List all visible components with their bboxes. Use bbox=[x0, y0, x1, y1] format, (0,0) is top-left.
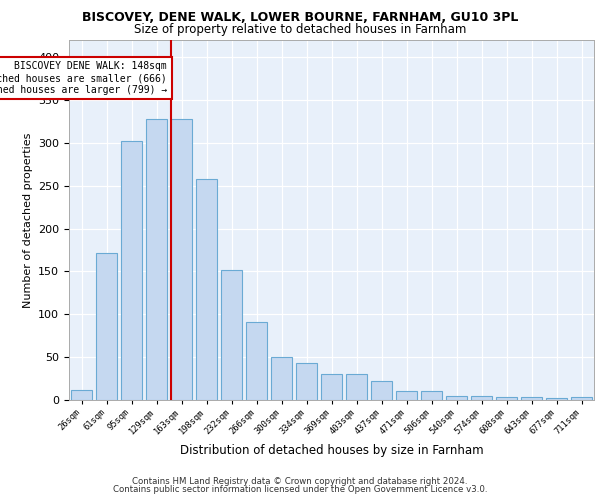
Text: Contains public sector information licensed under the Open Government Licence v3: Contains public sector information licen… bbox=[113, 485, 487, 494]
Text: BISCOVEY DENE WALK: 148sqm
← 45% of detached houses are smaller (666)
54% of sem: BISCOVEY DENE WALK: 148sqm ← 45% of deta… bbox=[0, 62, 167, 94]
X-axis label: Distribution of detached houses by size in Farnham: Distribution of detached houses by size … bbox=[179, 444, 484, 457]
Bar bbox=[546, 398, 567, 400]
Bar bbox=[221, 270, 242, 400]
Bar bbox=[496, 396, 517, 400]
Bar bbox=[471, 396, 492, 400]
Text: BISCOVEY, DENE WALK, LOWER BOURNE, FARNHAM, GU10 3PL: BISCOVEY, DENE WALK, LOWER BOURNE, FARNH… bbox=[82, 11, 518, 24]
Bar bbox=[446, 396, 467, 400]
Bar bbox=[121, 141, 142, 400]
Bar bbox=[321, 374, 342, 400]
Bar bbox=[246, 322, 267, 400]
Bar bbox=[346, 374, 367, 400]
Bar bbox=[421, 392, 442, 400]
Bar bbox=[96, 252, 117, 400]
Bar bbox=[171, 119, 192, 400]
Y-axis label: Number of detached properties: Number of detached properties bbox=[23, 132, 32, 308]
Bar bbox=[146, 119, 167, 400]
Text: Size of property relative to detached houses in Farnham: Size of property relative to detached ho… bbox=[134, 22, 466, 36]
Bar bbox=[396, 390, 417, 400]
Bar bbox=[271, 357, 292, 400]
Bar bbox=[521, 396, 542, 400]
Bar bbox=[71, 390, 92, 400]
Text: Contains HM Land Registry data © Crown copyright and database right 2024.: Contains HM Land Registry data © Crown c… bbox=[132, 477, 468, 486]
Bar bbox=[296, 363, 317, 400]
Bar bbox=[196, 179, 217, 400]
Bar bbox=[371, 381, 392, 400]
Bar bbox=[571, 398, 592, 400]
